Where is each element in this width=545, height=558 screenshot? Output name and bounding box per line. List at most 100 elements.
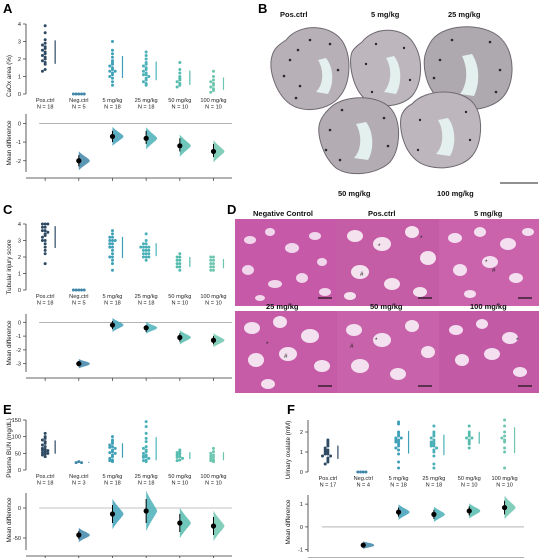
data-point-c [82,288,86,292]
data-point-a [144,83,148,87]
data-point-f [432,450,436,454]
group-n-label-c: N = 10 [205,301,222,307]
data-point-e [108,445,112,449]
data-point-f [359,470,363,474]
data-point-e [209,456,213,460]
group-label-f: Pos.ctrl [319,476,338,482]
data-point-a [175,85,179,89]
data-point-e [108,451,112,455]
y-tick-label-c: 4 [18,222,21,228]
data-point-f [394,440,398,444]
data-point-f [397,452,401,456]
data-point-e [144,450,148,454]
data-point-e [110,445,114,449]
data-point-f [364,470,368,474]
data-point-c [147,248,151,252]
histology-negative-control [235,219,337,306]
data-point-f [500,436,504,440]
group-label-e: 100 mg/kg [200,474,226,480]
mean-difference-f [360,542,366,548]
mean-difference-c [177,334,183,341]
panel-label-c: C [3,202,13,217]
data-point-e [209,454,213,458]
data-point-e [43,447,47,451]
data-point-a [43,62,47,66]
group-n-label-f: N = 17 [320,483,337,489]
data-point-f [329,454,333,458]
diff-y-tick-label-e: -50 [13,536,21,542]
data-point-a [147,75,151,78]
mean-difference-e [109,511,116,517]
data-point-e [175,459,179,463]
data-point-e [181,456,185,460]
data-point-f [429,436,433,440]
data-point-a [110,83,114,87]
group-label-c: Pos.ctrl [36,294,55,300]
data-point-c [141,248,145,252]
data-point-a [211,89,215,92]
histology-title-negative-control: Negative Control [253,209,313,218]
data-point-f [321,454,324,458]
data-point-e [80,461,84,465]
data-point-c [77,288,81,292]
data-point-c [141,252,145,256]
histology-5mg: *# [439,219,539,306]
data-point-c [178,265,182,269]
group-n-label-e: N = 18 [138,481,155,487]
data-point-a [144,73,148,77]
data-point-c [178,255,182,259]
group-n-label-c: N = 18 [104,301,121,307]
group-label-e: Neg.ctrl [69,474,88,480]
data-point-a [178,61,182,64]
data-point-c [211,262,215,266]
data-point-a [40,59,44,63]
data-point-c [178,252,182,256]
data-point-e [211,446,215,450]
bootstrap-distribution-a [112,126,124,146]
panel-label-b: B [258,1,267,16]
diff-y-tick-label-a: 0 [18,121,21,127]
data-point-f [326,460,330,464]
group-n-label-c: N = 18 [37,301,54,307]
diff-ylabel-f: Mean difference [285,499,292,545]
data-point-e [110,435,114,439]
data-point-e [110,441,114,445]
panel-label-a: A [3,1,13,16]
data-point-f [467,434,471,438]
panel-d-histology: D Negative Control *#* Pos.ctrl *# 5 mg/… [227,202,540,394]
group-n-label-a: N = 18 [138,105,155,111]
data-point-c [108,235,112,239]
data-point-e [178,450,182,454]
bootstrap-distribution-e [146,490,158,532]
bootstrap-distribution-e [112,498,124,530]
mean-difference-f [431,511,437,517]
group-n-label-e: N = 3 [72,481,86,487]
data-point-e [43,441,47,445]
diff-y-tick-label-c: 0 [18,320,21,326]
y-tick-label-c: 1 [18,272,21,278]
histology-title-25mg: 25 mg/kg [266,302,299,311]
data-point-c [211,265,215,269]
data-point-c [175,262,179,266]
data-point-a [74,92,78,96]
data-point-a [43,57,47,61]
mean-difference-f [395,509,402,515]
data-point-f [361,470,365,474]
data-point-e [43,455,47,459]
data-point-c [209,262,213,266]
panel-a: A CaOx area (%) Mean difference 0 1 2 3 4 Pos… [3,1,232,181]
data-point-c [110,239,114,242]
data-point-c [43,225,47,229]
svg-text:*: * [420,235,423,242]
photo-title-pos-ctrl: Pos.ctrl [280,10,308,19]
photo-title-25mg: 25 mg/kg [448,10,481,19]
data-point-a [40,43,44,47]
data-point-e [211,450,215,454]
data-point-e [175,455,179,459]
data-point-c [139,245,143,249]
data-point-c [110,242,114,246]
data-point-f [397,444,401,448]
data-point-e [175,453,179,457]
data-point-f [326,452,330,456]
data-point-a [211,75,215,78]
